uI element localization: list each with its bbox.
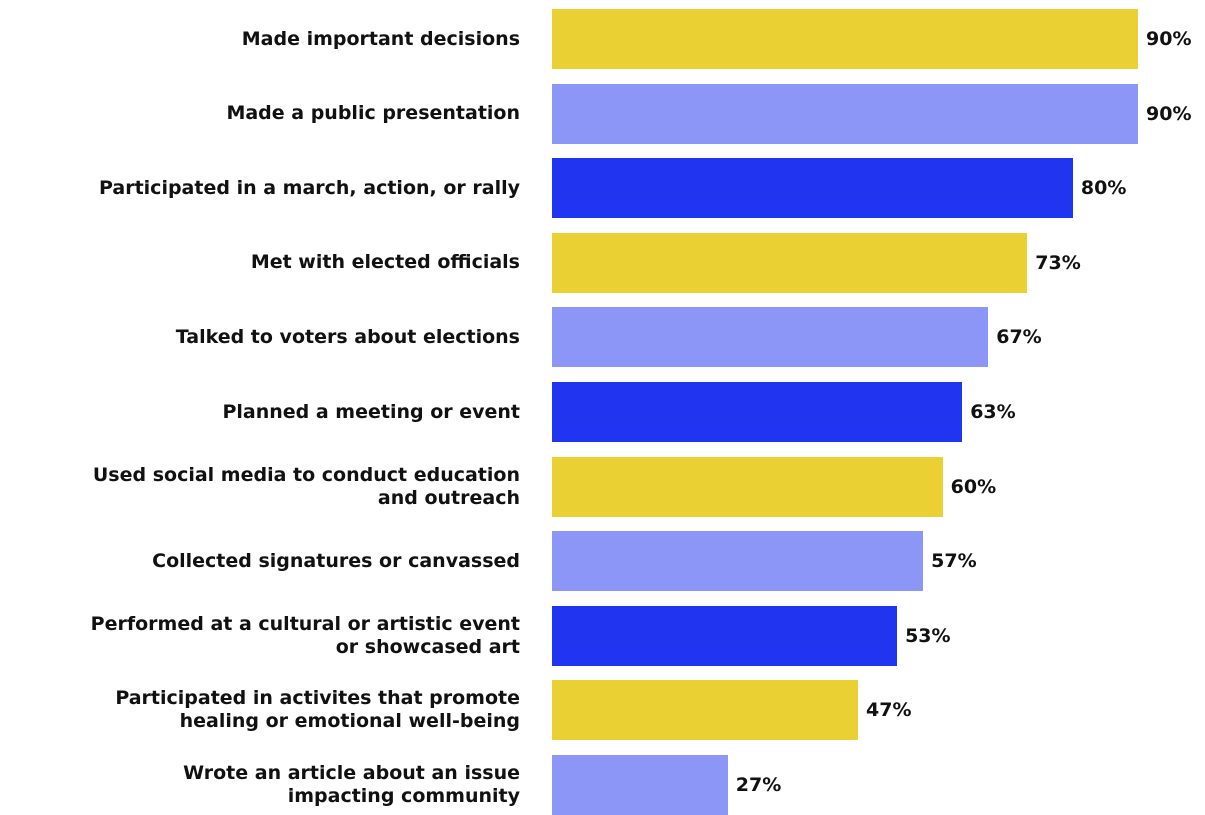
category-label: Talked to voters about elections: [175, 325, 520, 348]
value-label: 57%: [931, 550, 977, 573]
category-label: Wrote an article about an issue impactin…: [183, 762, 520, 807]
value-label: 73%: [1035, 251, 1081, 274]
bar: [552, 158, 1073, 219]
value-label: 80%: [1080, 177, 1127, 200]
category-label: Performed at a cultural or artistic even…: [90, 612, 520, 658]
value-label: 90%: [1146, 28, 1192, 50]
value-label: 60%: [950, 475, 997, 498]
bar: [552, 382, 963, 442]
bar: [552, 9, 1138, 69]
bar: [552, 680, 859, 741]
category-label: Made important decisions: [241, 27, 520, 50]
value-label: 53%: [905, 624, 951, 647]
category-label: Participated in activites that promote h…: [115, 687, 520, 733]
category-label: Made a public presentation: [226, 102, 520, 125]
category-label: Planned a meeting or event: [222, 400, 520, 423]
value-label: 27%: [735, 774, 782, 796]
bar: [552, 83, 1138, 144]
value-label: 67%: [996, 326, 1042, 349]
value-label: 90%: [1146, 102, 1192, 125]
value-label: 47%: [866, 699, 912, 722]
category-label: Used social media to conduct education a…: [92, 463, 520, 509]
category-label: Collected signatures or canvassed: [152, 549, 520, 572]
value-label: 63%: [970, 401, 1016, 423]
category-label: Participated in a march, action, or rall…: [98, 176, 520, 199]
category-label: Met with elected officials: [250, 251, 520, 274]
bar: [552, 307, 989, 368]
bar: [552, 456, 943, 517]
bar: [552, 531, 924, 592]
bar: [552, 755, 728, 815]
bar: [552, 605, 898, 666]
bar: [552, 232, 1028, 293]
